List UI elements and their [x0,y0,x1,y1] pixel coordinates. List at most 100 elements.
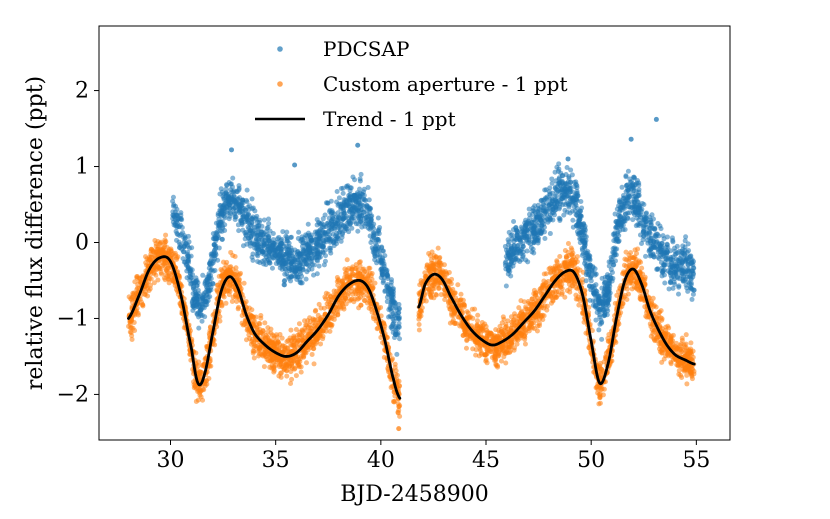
point-pdcsap [314,271,320,277]
point-custom-aperture [503,360,509,366]
point-pdcsap [207,261,213,267]
point-pdcsap [383,266,389,272]
point-pdcsap [322,212,328,218]
point-custom-aperture [327,328,333,334]
point-custom-aperture [465,310,471,316]
point-pdcsap [349,225,355,231]
point-custom-aperture [457,302,463,308]
point-pdcsap [174,206,180,212]
point-custom-aperture [416,321,422,327]
point-custom-aperture [446,299,452,305]
point-custom-aperture [495,364,501,370]
point-custom-aperture [276,345,282,351]
point-pdcsap [309,255,315,261]
point-custom-aperture [678,372,684,378]
point-custom-aperture [428,260,434,266]
point-custom-aperture [565,241,571,247]
point-custom-aperture [130,325,136,331]
point-custom-aperture [474,318,480,324]
point-custom-aperture [253,314,259,320]
point-custom-aperture [207,324,213,330]
point-custom-aperture [670,332,676,338]
point-custom-aperture [274,334,280,340]
point-custom-aperture [131,290,137,296]
point-custom-aperture [637,269,643,275]
point-custom-aperture [544,303,550,309]
point-custom-aperture [361,266,367,272]
point-custom-aperture [315,312,321,318]
point-custom-aperture [450,317,456,323]
point-pdcsap [311,272,317,278]
point-pdcsap [200,272,206,278]
point-custom-aperture [528,301,534,307]
point-custom-aperture [344,257,350,263]
point-custom-aperture [251,318,257,324]
point-custom-aperture [681,342,687,348]
point-custom-aperture [633,264,639,270]
point-custom-aperture [522,334,528,340]
point-custom-aperture [296,337,302,343]
point-custom-aperture [322,294,328,300]
point-custom-aperture [258,315,264,321]
point-pdcsap [249,196,255,202]
point-custom-aperture [153,241,159,247]
point-custom-aperture [436,285,442,291]
point-pdcsap [317,235,323,241]
point-custom-aperture [251,348,257,354]
point-custom-aperture [543,271,549,277]
point-custom-aperture [194,386,200,392]
point-custom-aperture [289,376,295,382]
point-custom-aperture [461,302,467,308]
point-custom-aperture [631,255,637,261]
point-custom-aperture [638,296,644,302]
point-custom-aperture [431,253,437,259]
point-custom-aperture [339,279,345,285]
point-custom-aperture [132,312,138,318]
point-pdcsap [170,198,176,204]
point-pdcsap [260,243,266,249]
point-custom-aperture [143,254,149,260]
point-pdcsap [236,228,242,234]
point-custom-aperture [288,380,294,386]
point-pdcsap [357,186,363,192]
point-custom-aperture [618,310,624,316]
point-pdcsap [280,229,286,235]
point-pdcsap [355,228,361,234]
point-pdcsap [269,265,275,271]
point-custom-aperture [687,369,693,375]
point-custom-aperture [431,266,437,272]
point-custom-aperture [162,263,168,269]
point-custom-aperture [574,259,580,265]
point-custom-aperture [320,336,326,342]
point-custom-aperture [363,276,369,282]
point-pdcsap [364,203,370,209]
point-custom-aperture [224,259,230,265]
point-custom-aperture [573,292,579,298]
point-pdcsap [261,217,267,223]
point-pdcsap [321,262,327,268]
point-custom-aperture [521,299,527,305]
point-pdcsap [384,299,390,305]
point-custom-aperture [305,318,311,324]
point-pdcsap [235,196,241,202]
point-custom-aperture [360,289,366,295]
point-custom-aperture [493,327,499,333]
point-pdcsap [396,302,402,308]
point-custom-aperture [318,341,324,347]
point-custom-aperture [598,387,604,393]
point-pdcsap [293,273,299,279]
point-custom-aperture [163,232,169,238]
point-custom-aperture [299,328,305,334]
point-custom-aperture [624,286,630,292]
point-custom-aperture [428,257,434,263]
point-custom-aperture [657,346,663,352]
point-pdcsap [355,213,361,219]
point-pdcsap [284,229,290,235]
point-custom-aperture [269,354,275,359]
point-custom-aperture [690,348,696,354]
point-custom-aperture [569,260,575,266]
point-pdcsap [228,187,234,193]
point-pdcsap [329,210,335,216]
point-pdcsap [175,232,181,238]
point-custom-aperture [293,373,299,379]
